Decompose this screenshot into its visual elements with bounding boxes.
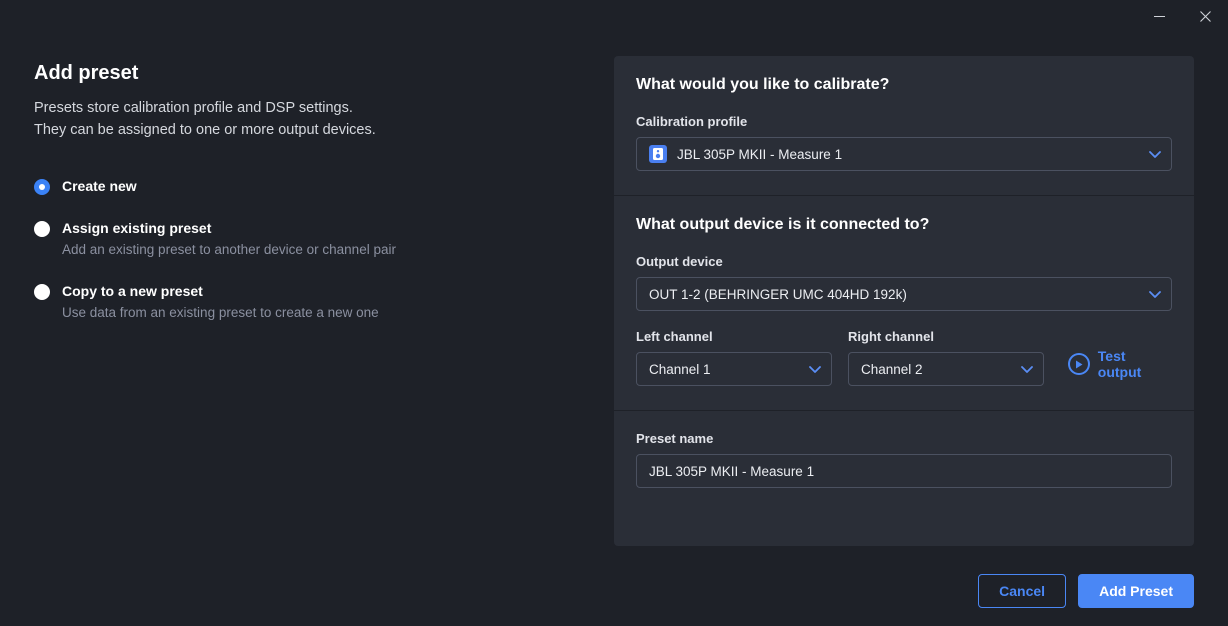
field-label-output-device: Output device xyxy=(636,254,1172,269)
field-label-right-channel: Right channel xyxy=(848,329,1044,344)
preset-mode-radio-group: Create new Assign existing preset Add an… xyxy=(34,178,594,320)
description-line-1: Presets store calibration profile and DS… xyxy=(34,100,353,116)
section-heading: What would you like to calibrate? xyxy=(636,76,1172,94)
description-line-2: They can be assigned to one or more outp… xyxy=(34,122,376,138)
calibration-section: What would you like to calibrate? Calibr… xyxy=(614,56,1194,195)
radio-label: Create new xyxy=(62,178,137,194)
preset-name-input[interactable] xyxy=(649,464,1159,479)
radio-description: Add an existing preset to another device… xyxy=(62,242,396,257)
preset-name-input-wrapper xyxy=(636,454,1172,488)
minimize-button[interactable] xyxy=(1136,0,1182,32)
dialog-footer: Cancel Add Preset xyxy=(978,574,1194,608)
calibration-profile-select[interactable]: JBL 305P MKII - Measure 1 xyxy=(636,137,1172,171)
test-output-label: Test output xyxy=(1098,348,1172,380)
radio-label: Copy to a new preset xyxy=(62,283,379,299)
preset-name-section: Preset name xyxy=(614,411,1194,512)
right-channel-select[interactable]: Channel 2 xyxy=(848,352,1044,386)
select-value: Channel 1 xyxy=(649,362,711,377)
dialog-content: Add preset Presets store calibration pro… xyxy=(34,56,1194,546)
radio-copy-to-new[interactable]: Copy to a new preset Use data from an ex… xyxy=(34,283,594,320)
left-channel-select[interactable]: Channel 1 xyxy=(636,352,832,386)
close-button[interactable] xyxy=(1182,0,1228,32)
radio-assign-existing[interactable]: Assign existing preset Add an existing p… xyxy=(34,220,594,257)
radio-indicator-icon xyxy=(34,179,50,195)
select-value: JBL 305P MKII - Measure 1 xyxy=(677,147,842,162)
speaker-icon xyxy=(649,145,667,163)
output-device-section: What output device is it connected to? O… xyxy=(614,196,1194,410)
test-output-button[interactable]: Test output xyxy=(1068,348,1172,386)
dialog-title: Add preset xyxy=(34,62,594,85)
radio-create-new[interactable]: Create new xyxy=(34,178,594,194)
right-channel-field: Right channel Channel 2 xyxy=(848,329,1044,386)
field-label-preset-name: Preset name xyxy=(636,431,1172,446)
add-preset-button[interactable]: Add Preset xyxy=(1078,574,1194,608)
chevron-down-icon xyxy=(809,362,821,377)
left-column: Add preset Presets store calibration pro… xyxy=(34,56,594,546)
chevron-down-icon xyxy=(1021,362,1033,377)
section-heading: What output device is it connected to? xyxy=(636,216,1172,234)
channels-row: Left channel Channel 1 Right channel Cha… xyxy=(636,329,1172,386)
radio-label: Assign existing preset xyxy=(62,220,396,236)
output-device-select[interactable]: OUT 1-2 (BEHRINGER UMC 404HD 192k) xyxy=(636,277,1172,311)
radio-description: Use data from an existing preset to crea… xyxy=(62,305,379,320)
window-controls xyxy=(1136,0,1228,32)
field-label-calibration-profile: Calibration profile xyxy=(636,114,1172,129)
field-label-left-channel: Left channel xyxy=(636,329,832,344)
dialog-description: Presets store calibration profile and DS… xyxy=(34,97,594,142)
chevron-down-icon xyxy=(1149,287,1161,302)
left-channel-field: Left channel Channel 1 xyxy=(636,329,832,386)
select-value: Channel 2 xyxy=(861,362,923,377)
chevron-down-icon xyxy=(1149,147,1161,162)
radio-indicator-icon xyxy=(34,221,50,237)
select-value: OUT 1-2 (BEHRINGER UMC 404HD 192k) xyxy=(649,287,907,302)
cancel-button[interactable]: Cancel xyxy=(978,574,1066,608)
right-panel: What would you like to calibrate? Calibr… xyxy=(614,56,1194,546)
play-icon xyxy=(1068,353,1090,375)
radio-indicator-icon xyxy=(34,284,50,300)
